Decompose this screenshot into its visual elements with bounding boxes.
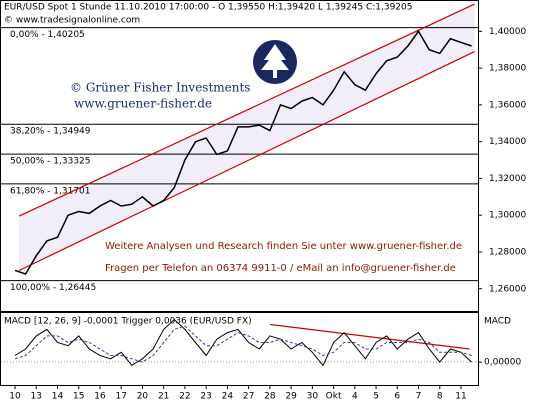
y-tick-label: 0,00000 — [484, 358, 521, 368]
channel-line — [18, 3, 475, 217]
annotation: © Grüner Fisher Investments — [70, 81, 250, 95]
fib-label: 38,20% - 1,34949 — [10, 127, 91, 137]
channel-line — [18, 51, 475, 272]
x-tick-label: 15 — [73, 392, 84, 402]
x-tick-label: 8 — [437, 392, 443, 402]
annotation: www.gruener-fisher.de — [74, 97, 212, 111]
x-tick-label: 28 — [264, 392, 276, 402]
logo — [253, 40, 297, 84]
x-tick-label: 16 — [94, 392, 106, 402]
info-box — [100, 233, 478, 279]
y-tick-label: 1,36000 — [489, 100, 526, 110]
macd-axis-label: MACD — [484, 317, 511, 327]
x-tick-label: 4 — [352, 392, 358, 402]
fib-label: 0,00% - 1,40205 — [10, 30, 85, 40]
y-tick-label: 1,28000 — [489, 247, 526, 257]
y-tick-label: 1,26000 — [489, 284, 526, 294]
trendline — [270, 323, 470, 350]
annotation: Fragen per Telefon an 06374 9911-0 / eMa… — [105, 263, 456, 274]
macd-panel — [0, 312, 479, 386]
x-tick-label: 14 — [52, 392, 64, 402]
x-tick-label: 21 — [158, 392, 169, 402]
x-tick-label: 10 — [9, 392, 21, 402]
chart-subtitle: © www.tradesignalonline.com — [4, 16, 140, 26]
fib-label: 100,00% - 1,26445 — [10, 283, 96, 293]
x-tick-label: 22 — [179, 392, 190, 402]
x-tick-label: 5 — [373, 392, 379, 402]
macd-line — [14, 318, 472, 367]
x-tick-label: 27 — [243, 392, 254, 402]
y-tick-label: 1,38000 — [489, 64, 526, 74]
x-tick-label: 20 — [137, 392, 149, 402]
x-tick-label: 23 — [200, 392, 211, 402]
x-tick-label: 7 — [416, 392, 422, 402]
x-tick-label: 6 — [394, 392, 400, 402]
y-tick-label: 1,32000 — [489, 174, 526, 184]
macd-line — [14, 325, 472, 363]
fib-label: 61,80% - 1,31701 — [10, 186, 91, 196]
fib-label: 50,00% - 1,33325 — [10, 157, 91, 167]
macd-title: MACD [12, 26, 9] -0,0001 Trigger 0,0036 … — [4, 317, 252, 327]
x-tick-label: 24 — [222, 392, 234, 402]
y-tick-label: 1,40000 — [489, 27, 526, 37]
x-tick-label: 29 — [285, 392, 297, 402]
price-line — [14, 29, 472, 275]
x-tick-label: 11 — [455, 392, 466, 402]
y-tick-label: 1,30000 — [489, 211, 526, 221]
x-tick-label: 13 — [31, 392, 42, 402]
annotation: Weitere Analysen und Research finden Sie… — [105, 241, 462, 252]
x-tick-label: 30 — [307, 392, 319, 402]
x-tick-label: 17 — [115, 392, 126, 402]
chart-title: EUR/USD Spot 1 Stunde 11.10.2010 17:00:0… — [4, 3, 413, 13]
y-tick-label: 1,34000 — [489, 137, 526, 147]
x-tick-label: Okt — [326, 392, 342, 402]
